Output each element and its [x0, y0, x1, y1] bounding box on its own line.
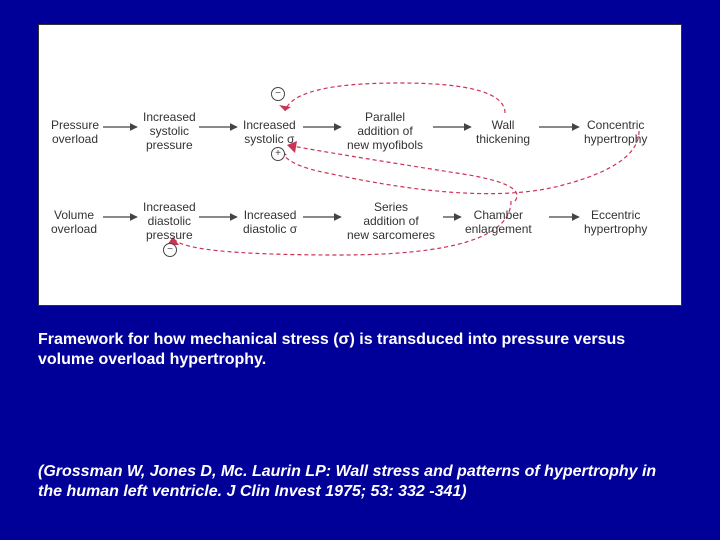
citation-text: (Grossman W, Jones D, Mc. Laurin LP: Wal…: [38, 462, 682, 502]
flow-node-n2: Increasedsystolic σ: [243, 119, 296, 147]
flow-node-n4: Wallthickening: [476, 119, 530, 147]
flow-node-n5: Concentrichypertrophy: [584, 119, 647, 147]
flow-node-n7: Increaseddiastolicpressure: [143, 201, 196, 242]
flow-node-n3: Paralleladdition ofnew myofibols: [347, 111, 423, 152]
caption-text: Framework for how mechanical stress (σ) …: [38, 330, 682, 370]
flow-node-n0: Pressureoverload: [51, 119, 99, 147]
flow-node-n8: Increaseddiastolic σ: [243, 209, 297, 237]
flow-node-n11: Eccentrichypertrophy: [584, 209, 647, 237]
diagram-panel: Pressureoverload Increasedsystolicpressur…: [38, 24, 682, 306]
flow-node-n10: Chamberenlargement: [465, 209, 532, 237]
flow-node-n9: Seriesaddition ofnew sarcomeres: [347, 201, 435, 242]
minus-symbol: −: [271, 87, 285, 101]
flow-node-n1: Increasedsystolicpressure: [143, 111, 196, 152]
arrow-layer: [39, 25, 683, 307]
flow-node-n6: Volumeoverload: [51, 209, 97, 237]
plus-symbol: +: [271, 147, 285, 161]
minus-symbol: −: [163, 243, 177, 257]
